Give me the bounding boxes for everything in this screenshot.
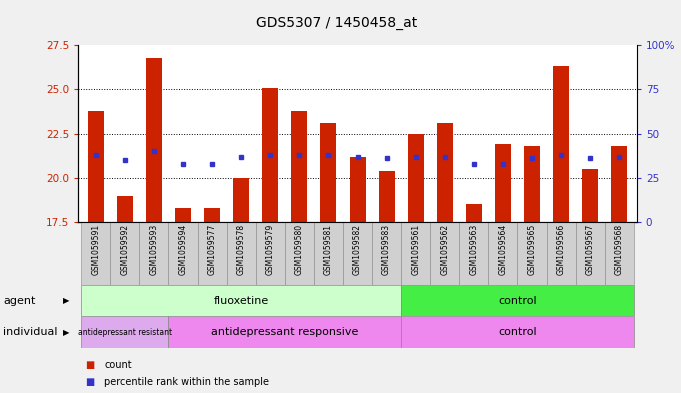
Text: antidepressant resistant: antidepressant resistant [78, 328, 172, 336]
Bar [168, 222, 197, 285]
Text: GSM1059567: GSM1059567 [586, 224, 595, 275]
Text: GSM1059578: GSM1059578 [237, 224, 246, 275]
Bar [314, 222, 343, 285]
Text: GSM1059594: GSM1059594 [178, 224, 187, 275]
Bar [553, 66, 569, 222]
Bar [291, 111, 307, 222]
Bar [459, 222, 488, 285]
Text: GSM1059566: GSM1059566 [556, 224, 566, 275]
Bar [437, 123, 453, 222]
Text: GSM1059592: GSM1059592 [121, 224, 129, 275]
Bar [146, 58, 162, 222]
Text: GSM1059562: GSM1059562 [441, 224, 449, 275]
Text: GSM1059563: GSM1059563 [469, 224, 478, 275]
Text: GSM1059561: GSM1059561 [411, 224, 420, 275]
Bar [285, 222, 314, 285]
Bar [524, 146, 540, 222]
Bar [401, 316, 634, 348]
Bar [110, 222, 140, 285]
Bar [466, 204, 482, 222]
Bar [408, 134, 424, 222]
Bar [612, 146, 627, 222]
Bar [547, 222, 575, 285]
Bar [401, 222, 430, 285]
Bar [197, 222, 227, 285]
Bar [262, 88, 279, 222]
Text: GSM1059564: GSM1059564 [498, 224, 507, 275]
Text: ■: ■ [85, 377, 95, 387]
Bar [81, 222, 110, 285]
Text: GSM1059591: GSM1059591 [91, 224, 100, 275]
Bar [518, 222, 547, 285]
Text: GSM1059579: GSM1059579 [266, 224, 274, 275]
Text: GSM1059593: GSM1059593 [149, 224, 159, 275]
Bar [343, 222, 372, 285]
Bar [349, 157, 366, 222]
Text: percentile rank within the sample: percentile rank within the sample [104, 377, 269, 387]
Bar [256, 222, 285, 285]
Text: GSM1059568: GSM1059568 [615, 224, 624, 275]
Bar [430, 222, 459, 285]
Bar [495, 144, 511, 222]
Text: fluoxetine: fluoxetine [214, 296, 269, 306]
Bar [233, 178, 249, 222]
Text: individual: individual [3, 327, 58, 337]
Bar [88, 111, 104, 222]
Bar [401, 285, 634, 316]
Text: control: control [498, 327, 537, 337]
Text: GSM1059582: GSM1059582 [353, 224, 362, 275]
Bar [488, 222, 518, 285]
Bar [605, 222, 634, 285]
Text: GSM1059580: GSM1059580 [295, 224, 304, 275]
Bar [321, 123, 336, 222]
Bar [168, 316, 401, 348]
Text: ▶: ▶ [63, 328, 69, 336]
Text: GSM1059577: GSM1059577 [208, 224, 217, 275]
Text: count: count [104, 360, 132, 370]
Bar [379, 171, 394, 222]
Bar [582, 169, 598, 222]
Bar [204, 208, 220, 222]
Bar [227, 222, 256, 285]
Bar [117, 196, 133, 222]
Bar [575, 222, 605, 285]
Text: antidepressant responsive: antidepressant responsive [211, 327, 358, 337]
Bar [175, 208, 191, 222]
Text: agent: agent [3, 296, 36, 306]
Bar [81, 285, 401, 316]
Text: GSM1059581: GSM1059581 [324, 224, 333, 275]
Text: ■: ■ [85, 360, 95, 370]
Text: GSM1059583: GSM1059583 [382, 224, 391, 275]
Bar [140, 222, 168, 285]
Text: GSM1059565: GSM1059565 [528, 224, 537, 275]
Bar [372, 222, 401, 285]
Text: GDS5307 / 1450458_at: GDS5307 / 1450458_at [257, 16, 417, 30]
Text: ▶: ▶ [63, 296, 69, 305]
Bar [81, 316, 168, 348]
Text: control: control [498, 296, 537, 306]
